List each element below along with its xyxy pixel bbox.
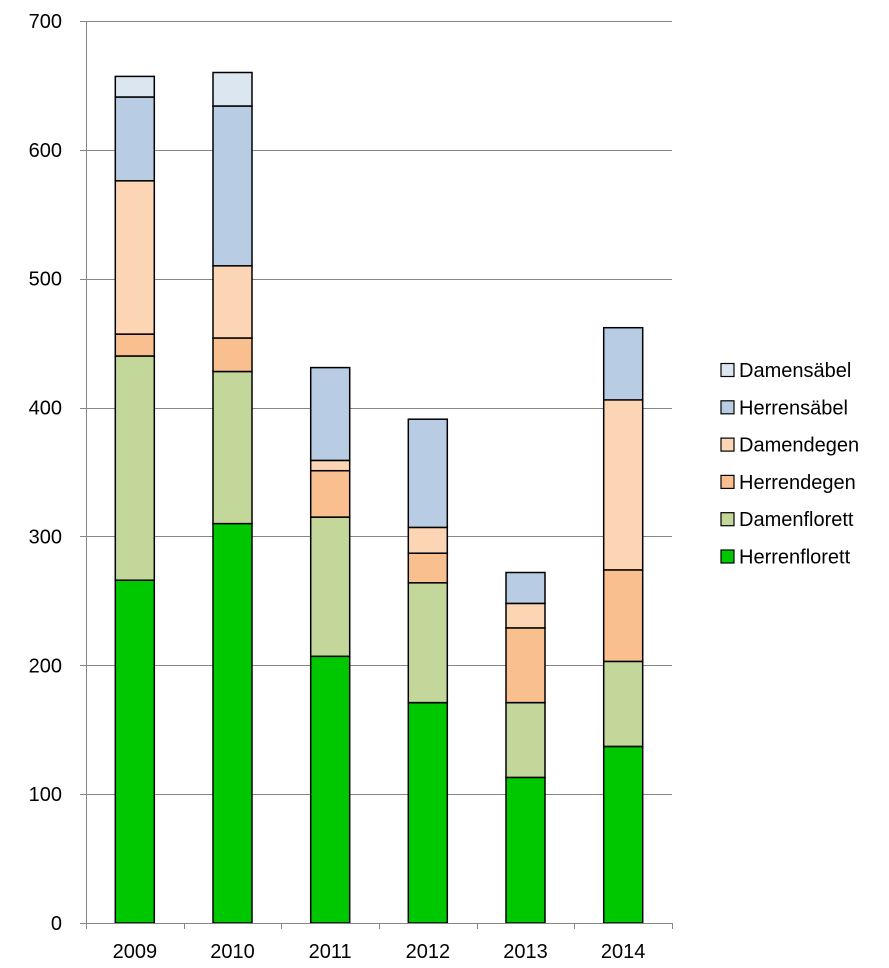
y-tick-label: 500 xyxy=(29,269,62,291)
legend-swatch xyxy=(720,549,735,564)
bar-segment xyxy=(407,582,449,704)
bar-segment xyxy=(505,776,546,924)
y-tick-label: 100 xyxy=(29,784,62,806)
legend-label: Herrenflorett xyxy=(739,547,851,569)
bar-segment xyxy=(212,105,253,267)
bars xyxy=(114,71,644,924)
legend-label: Herrendegen xyxy=(739,472,856,494)
bar-segment xyxy=(407,526,449,554)
bar-segment xyxy=(212,337,253,373)
y-tick-label: 200 xyxy=(29,655,62,677)
legend-swatch xyxy=(720,400,735,415)
bar-segment xyxy=(505,701,546,779)
bar-segment xyxy=(602,745,644,924)
bar-segment xyxy=(212,522,253,924)
axes: 0 100 200 300 400 500 600 700 2009 2010 2011 2012 20… xyxy=(29,11,673,963)
legend-label: Damendegen xyxy=(739,435,859,457)
y-tick-label: 0 xyxy=(51,913,62,935)
bar-segment xyxy=(602,326,644,401)
gridlines xyxy=(86,21,672,795)
bar-segment xyxy=(114,180,156,335)
bar-segment xyxy=(407,701,449,924)
legend-label: Damenflorett xyxy=(739,509,854,531)
bar-segment xyxy=(114,579,156,924)
bar-segment xyxy=(505,571,546,605)
bar-segment xyxy=(114,333,156,357)
legend-swatch xyxy=(720,437,735,452)
bar-segment xyxy=(602,569,644,663)
x-tick-label: 2013 xyxy=(503,941,548,963)
bar-segment xyxy=(212,265,253,339)
bar-segment xyxy=(309,459,351,472)
x-tick-label: 2010 xyxy=(210,941,255,963)
y-tick-label: 700 xyxy=(29,11,62,33)
bar-segment xyxy=(309,469,351,518)
bar-segment xyxy=(114,96,156,182)
bar-segment xyxy=(407,418,449,529)
legend-swatch xyxy=(720,512,735,527)
x-tick-label: 2009 xyxy=(113,941,158,963)
legend-label: Damensäbel xyxy=(739,360,851,382)
y-tick-label: 400 xyxy=(29,398,62,420)
x-tick-label: 2012 xyxy=(406,941,451,963)
bar-segment xyxy=(505,602,546,629)
y-tick-label: 600 xyxy=(29,140,62,162)
bar-segment xyxy=(309,516,351,658)
legend: Damensäbel Herrensäbel Damendegen Herrendeg… xyxy=(720,360,859,569)
bar-segment xyxy=(114,355,156,581)
legend-label: Herrensäbel xyxy=(739,397,848,419)
legend-swatch xyxy=(720,474,735,489)
bar-segment xyxy=(309,366,351,462)
x-tick-label: 2014 xyxy=(601,941,646,963)
y-tick-label: 300 xyxy=(29,526,62,548)
bar-segment xyxy=(407,552,449,584)
bar-segment xyxy=(602,660,644,748)
bar-segment xyxy=(212,71,253,107)
bar-segment xyxy=(212,370,253,525)
bar-segment xyxy=(309,655,351,924)
legend-swatch xyxy=(720,362,735,378)
bar-segment xyxy=(602,399,644,571)
x-tick-label: 2011 xyxy=(309,941,352,963)
bar-segment xyxy=(114,75,156,98)
bar-segment xyxy=(505,627,546,704)
